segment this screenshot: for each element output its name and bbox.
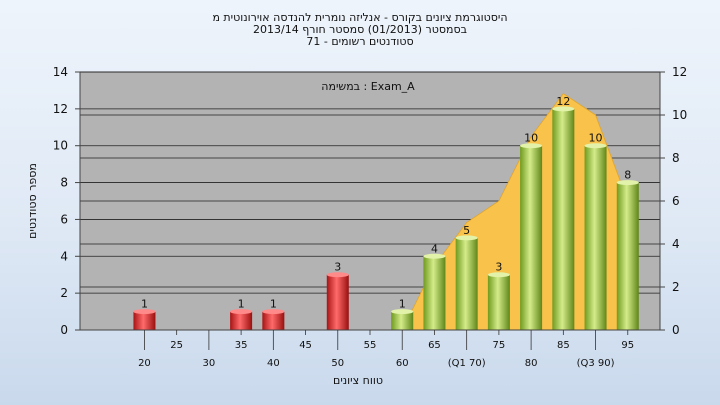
y2-tick-label-8: 8 xyxy=(672,151,680,165)
bar-cap-35 xyxy=(230,309,253,315)
y-tick-label-10: 10 xyxy=(53,139,68,153)
x-tick-label-30: 30 xyxy=(203,358,216,369)
x-tick-label-60: 60 xyxy=(396,358,409,369)
x-tick-label-80: 80 xyxy=(525,358,538,369)
bar-cap-95 xyxy=(616,180,639,186)
bar-label-90: 10 xyxy=(589,132,603,145)
bar-label-20: 1 xyxy=(141,298,148,311)
bars xyxy=(133,106,639,330)
title: היסטוגרמת ציונים בקורס - אנליזה נומרית ל… xyxy=(212,11,507,48)
title-line-1: היסטוגרמת ציונים בקורס - אנליזה נומרית ל… xyxy=(212,11,507,24)
bar-75 xyxy=(487,274,510,330)
bar-cap-85 xyxy=(552,106,575,112)
bar-label-70: 5 xyxy=(463,224,470,237)
bar-cap-60 xyxy=(391,309,414,315)
bar-35 xyxy=(230,311,253,330)
title-line-3: סטודנטים רשומים - 71 xyxy=(306,35,413,48)
x-tick-label-25: 25 xyxy=(170,340,183,351)
data-labels: 1 1 1 3 1 4 5 3 10 12 10 8 xyxy=(141,95,631,311)
x-tick-label-65: 65 xyxy=(428,340,441,351)
x-tick-label-85: 85 xyxy=(557,340,570,351)
x-tick-label-70: (Q1 70) xyxy=(448,358,486,369)
bar-95 xyxy=(616,182,639,330)
x-tick-label-90: (Q3 90) xyxy=(577,358,615,369)
x-tick-label-50: 50 xyxy=(331,358,344,369)
x-tick-label-45: 45 xyxy=(299,340,312,351)
bar-label-40: 1 xyxy=(270,298,277,311)
bar-70 xyxy=(455,237,478,330)
x-tick-label-95: 95 xyxy=(621,340,634,351)
bar-label-50: 3 xyxy=(334,261,341,274)
x-tick-label-40: 40 xyxy=(267,358,280,369)
x-tick-label-75: 75 xyxy=(493,340,506,351)
bar-label-75: 3 xyxy=(495,261,502,274)
y-tick-label-12: 12 xyxy=(53,102,68,116)
bar-label-60: 1 xyxy=(399,298,406,311)
bar-20 xyxy=(133,311,156,330)
title-line-2: בסמסטר (01/2013) סמסטר חורף 2013/14 xyxy=(253,23,467,36)
bar-cap-75 xyxy=(487,272,510,278)
y2-tick-label-4: 4 xyxy=(672,237,680,251)
y-axis-title: מספר סטודנטים xyxy=(26,163,39,239)
bar-80 xyxy=(520,145,543,330)
bar-90 xyxy=(584,145,607,330)
x-tick-label-20: 20 xyxy=(138,358,151,369)
bar-85 xyxy=(552,108,575,330)
x-tick-label-55: 55 xyxy=(364,340,377,351)
y2-tick-label-10: 10 xyxy=(672,108,687,122)
y-tick-label-14: 14 xyxy=(53,65,68,79)
bar-60 xyxy=(391,311,414,330)
bar-cap-70 xyxy=(455,235,478,241)
bar-label-85: 12 xyxy=(556,95,570,108)
bar-cap-90 xyxy=(584,143,607,149)
bar-cap-40 xyxy=(262,309,285,315)
y2-tick-label-2: 2 xyxy=(672,280,680,294)
y2-tick-label-12: 12 xyxy=(672,65,687,79)
y-axis-ticks: 0 2 4 6 8 10 12 14 xyxy=(53,65,80,337)
y-tick-label-2: 2 xyxy=(60,286,68,300)
bar-label-35: 1 xyxy=(238,298,245,311)
bar-label-65: 4 xyxy=(431,242,438,255)
bar-65 xyxy=(423,256,446,330)
bar-cap-50 xyxy=(326,272,349,278)
x-tick-label-35: 35 xyxy=(235,340,248,351)
annotation-exam: במשימה : Exam_A xyxy=(321,80,415,93)
bar-40 xyxy=(262,311,285,330)
y-tick-label-4: 4 xyxy=(60,249,68,263)
y2-tick-label-6: 6 xyxy=(672,194,680,208)
y2-tick-label-0: 0 xyxy=(672,323,680,337)
bar-label-95: 8 xyxy=(624,169,631,182)
y2-axis-ticks: 0 2 4 6 8 10 12 xyxy=(660,65,687,337)
bar-cap-65 xyxy=(423,253,446,259)
x-axis-ticks: 20 25 30 35 40 45 50 55 60 65 (Q1 70) 75 80 85 (Q3 90)… xyxy=(138,330,634,369)
bar-50 xyxy=(326,274,349,330)
bar-cap-80 xyxy=(520,143,543,149)
y-tick-label-8: 8 xyxy=(60,176,68,190)
bar-label-80: 10 xyxy=(524,132,538,145)
bar-cap-20 xyxy=(133,309,156,315)
x-axis-title: טווח ציונים xyxy=(333,374,383,387)
y-tick-label-0: 0 xyxy=(60,323,68,337)
y-tick-label-6: 6 xyxy=(60,212,68,226)
